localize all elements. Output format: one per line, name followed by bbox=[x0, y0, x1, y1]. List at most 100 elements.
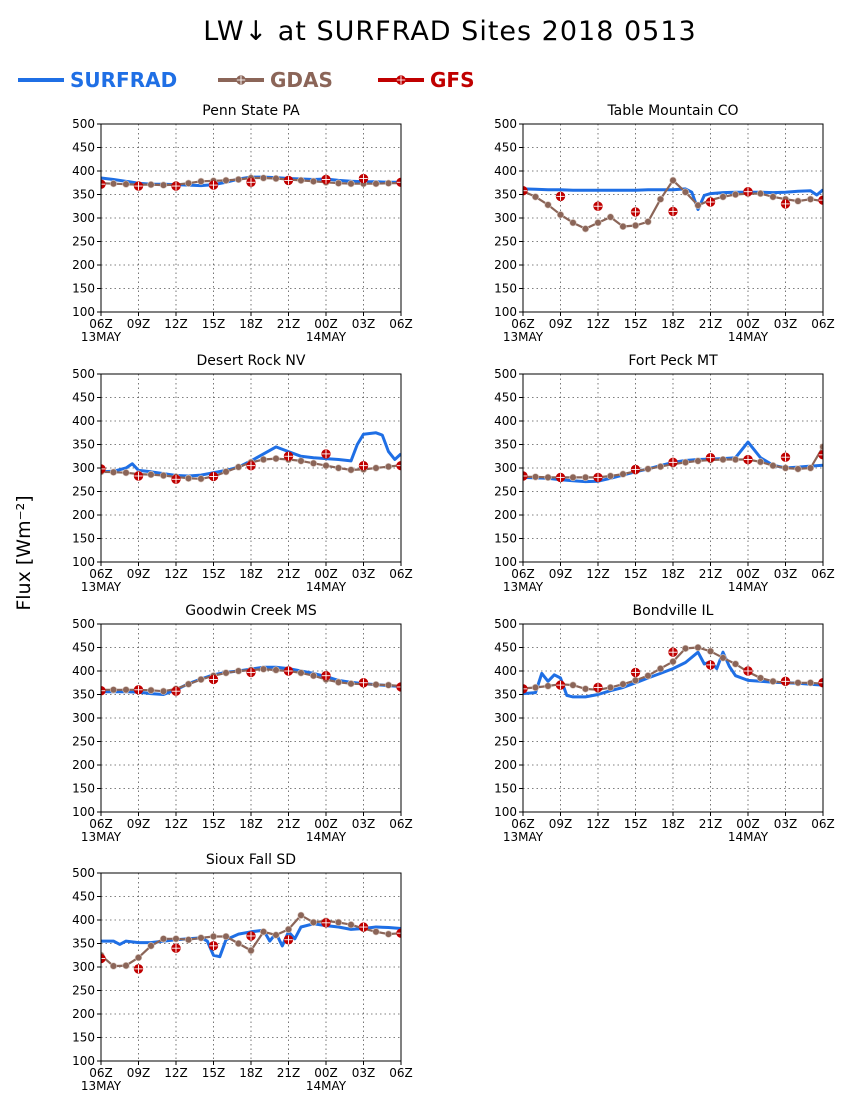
y-tick-label: 450 bbox=[72, 391, 95, 405]
gdas-point bbox=[756, 189, 765, 198]
gdas-point bbox=[806, 464, 815, 472]
x-tick-label: 18Z bbox=[239, 817, 263, 831]
gfs-point bbox=[630, 207, 641, 217]
gfs-point bbox=[555, 472, 566, 483]
x-tick-label: 09Z bbox=[127, 567, 151, 581]
y-tick-label: 400 bbox=[72, 664, 95, 678]
x-date-label: 14MAY bbox=[306, 1079, 347, 1093]
gdas-point bbox=[372, 928, 380, 936]
gdas-point bbox=[147, 686, 155, 694]
gdas-point bbox=[581, 473, 590, 482]
gdas-point bbox=[197, 177, 205, 185]
legend-marker-gfs bbox=[396, 75, 406, 85]
x-tick-label: 09Z bbox=[127, 317, 151, 331]
gdas-point bbox=[159, 935, 168, 943]
y-tick-label: 450 bbox=[494, 391, 517, 405]
y-tick-label: 150 bbox=[72, 282, 95, 296]
gdas-point bbox=[644, 465, 652, 473]
panel-title: Bondville IL bbox=[633, 603, 714, 619]
panel-title: Penn State PA bbox=[202, 103, 300, 119]
y-tick-label: 500 bbox=[72, 117, 95, 131]
x-tick-label: 18Z bbox=[239, 1066, 263, 1080]
gdas-point bbox=[197, 675, 205, 684]
y-tick-label: 500 bbox=[494, 117, 517, 131]
gdas-point bbox=[669, 657, 677, 666]
gdas-point bbox=[694, 457, 702, 465]
gdas-point bbox=[372, 180, 380, 188]
x-tick-label: 15Z bbox=[202, 1066, 226, 1080]
y-tick-label: 350 bbox=[494, 188, 517, 202]
panel-goodwin-creek-ms: Goodwin Creek MS 100 150 200 250 300 350 400 450… bbox=[72, 603, 413, 844]
gdas-point bbox=[719, 193, 727, 201]
gdas-point bbox=[619, 222, 627, 231]
gdas-point bbox=[631, 676, 640, 685]
panel-bondville-il: Bondville IL 100 150 200 250 300 350 400 450 500 0… bbox=[494, 603, 835, 844]
y-tick-label: 350 bbox=[494, 688, 517, 702]
gdas-point bbox=[531, 473, 540, 481]
x-tick-label: 06Z bbox=[89, 1066, 113, 1080]
gfs-point bbox=[283, 175, 294, 186]
gfs-point bbox=[171, 181, 181, 191]
gdas-point bbox=[681, 644, 690, 653]
gdas-point bbox=[184, 936, 193, 944]
legend-entry-gdas: GDAS bbox=[218, 68, 333, 92]
gdas-point bbox=[234, 463, 243, 471]
legend-label: SURFRAD bbox=[70, 68, 177, 92]
panel-sioux-fall-sd: Sioux Fall SD 100 150 200 250 300 350 400 450 500… bbox=[72, 852, 413, 1093]
gdas-point bbox=[122, 961, 130, 970]
gdas-point bbox=[334, 464, 343, 472]
gdas-point bbox=[581, 225, 590, 233]
legend: SURFRAD GDAS GFS bbox=[18, 68, 474, 92]
gfs-point bbox=[593, 682, 603, 693]
gfs-point bbox=[246, 667, 256, 678]
gdas-point bbox=[172, 935, 180, 943]
gdas-point bbox=[806, 195, 815, 203]
x-tick-label: 21Z bbox=[277, 317, 301, 331]
series-gfs bbox=[523, 647, 823, 694]
gdas-point bbox=[309, 918, 318, 926]
x-tick-label: 12Z bbox=[586, 567, 610, 581]
gfs-point bbox=[208, 471, 219, 482]
panel-frame bbox=[522, 623, 824, 813]
gdas-point bbox=[531, 193, 540, 201]
gdas-point bbox=[594, 219, 602, 227]
x-tick-label: 00Z bbox=[736, 567, 760, 581]
gfs-point bbox=[705, 452, 716, 463]
gdas-point bbox=[384, 179, 393, 187]
x-tick-label: 12Z bbox=[586, 317, 610, 331]
gdas-point bbox=[569, 473, 577, 482]
panel-table-mountain-co: Table Mountain CO 100 150 200 250 300 350 400 45… bbox=[494, 103, 835, 344]
series-surfrad bbox=[101, 431, 401, 478]
y-tick-label: 300 bbox=[72, 211, 95, 225]
gdas-point bbox=[234, 939, 243, 948]
gdas-point bbox=[806, 679, 815, 687]
gdas-point bbox=[272, 174, 280, 183]
y-tick-label: 250 bbox=[72, 235, 95, 249]
gdas-point bbox=[122, 686, 130, 694]
gdas-point bbox=[134, 953, 143, 962]
gdas-point bbox=[159, 471, 168, 480]
gdas-point bbox=[694, 201, 702, 209]
gdas-point bbox=[719, 455, 727, 464]
gfs-point bbox=[358, 460, 369, 471]
y-tick-label: 100 bbox=[72, 305, 95, 319]
gdas-point bbox=[384, 462, 393, 471]
legend-entry-surfrad: SURFRAD bbox=[18, 68, 177, 92]
gdas-point bbox=[606, 683, 615, 692]
y-tick-label: 500 bbox=[494, 367, 517, 381]
legend-label: GFS bbox=[430, 68, 474, 92]
x-tick-label: 21Z bbox=[699, 317, 723, 331]
x-tick-label: 06Z bbox=[389, 1066, 413, 1080]
gdas-point bbox=[384, 681, 393, 689]
x-tick-label: 06Z bbox=[389, 317, 413, 331]
y-tick-label: 500 bbox=[72, 367, 95, 381]
y-tick-label: 250 bbox=[72, 984, 95, 998]
gfs-point bbox=[555, 680, 566, 690]
x-date-label: 14MAY bbox=[728, 330, 769, 344]
x-date-label: 13MAY bbox=[503, 330, 544, 344]
x-tick-label: 06Z bbox=[511, 317, 535, 331]
y-tick-label: 400 bbox=[494, 664, 517, 678]
gdas-point bbox=[719, 654, 727, 662]
y-tick-label: 400 bbox=[72, 414, 95, 428]
y-tick-label: 450 bbox=[494, 141, 517, 155]
